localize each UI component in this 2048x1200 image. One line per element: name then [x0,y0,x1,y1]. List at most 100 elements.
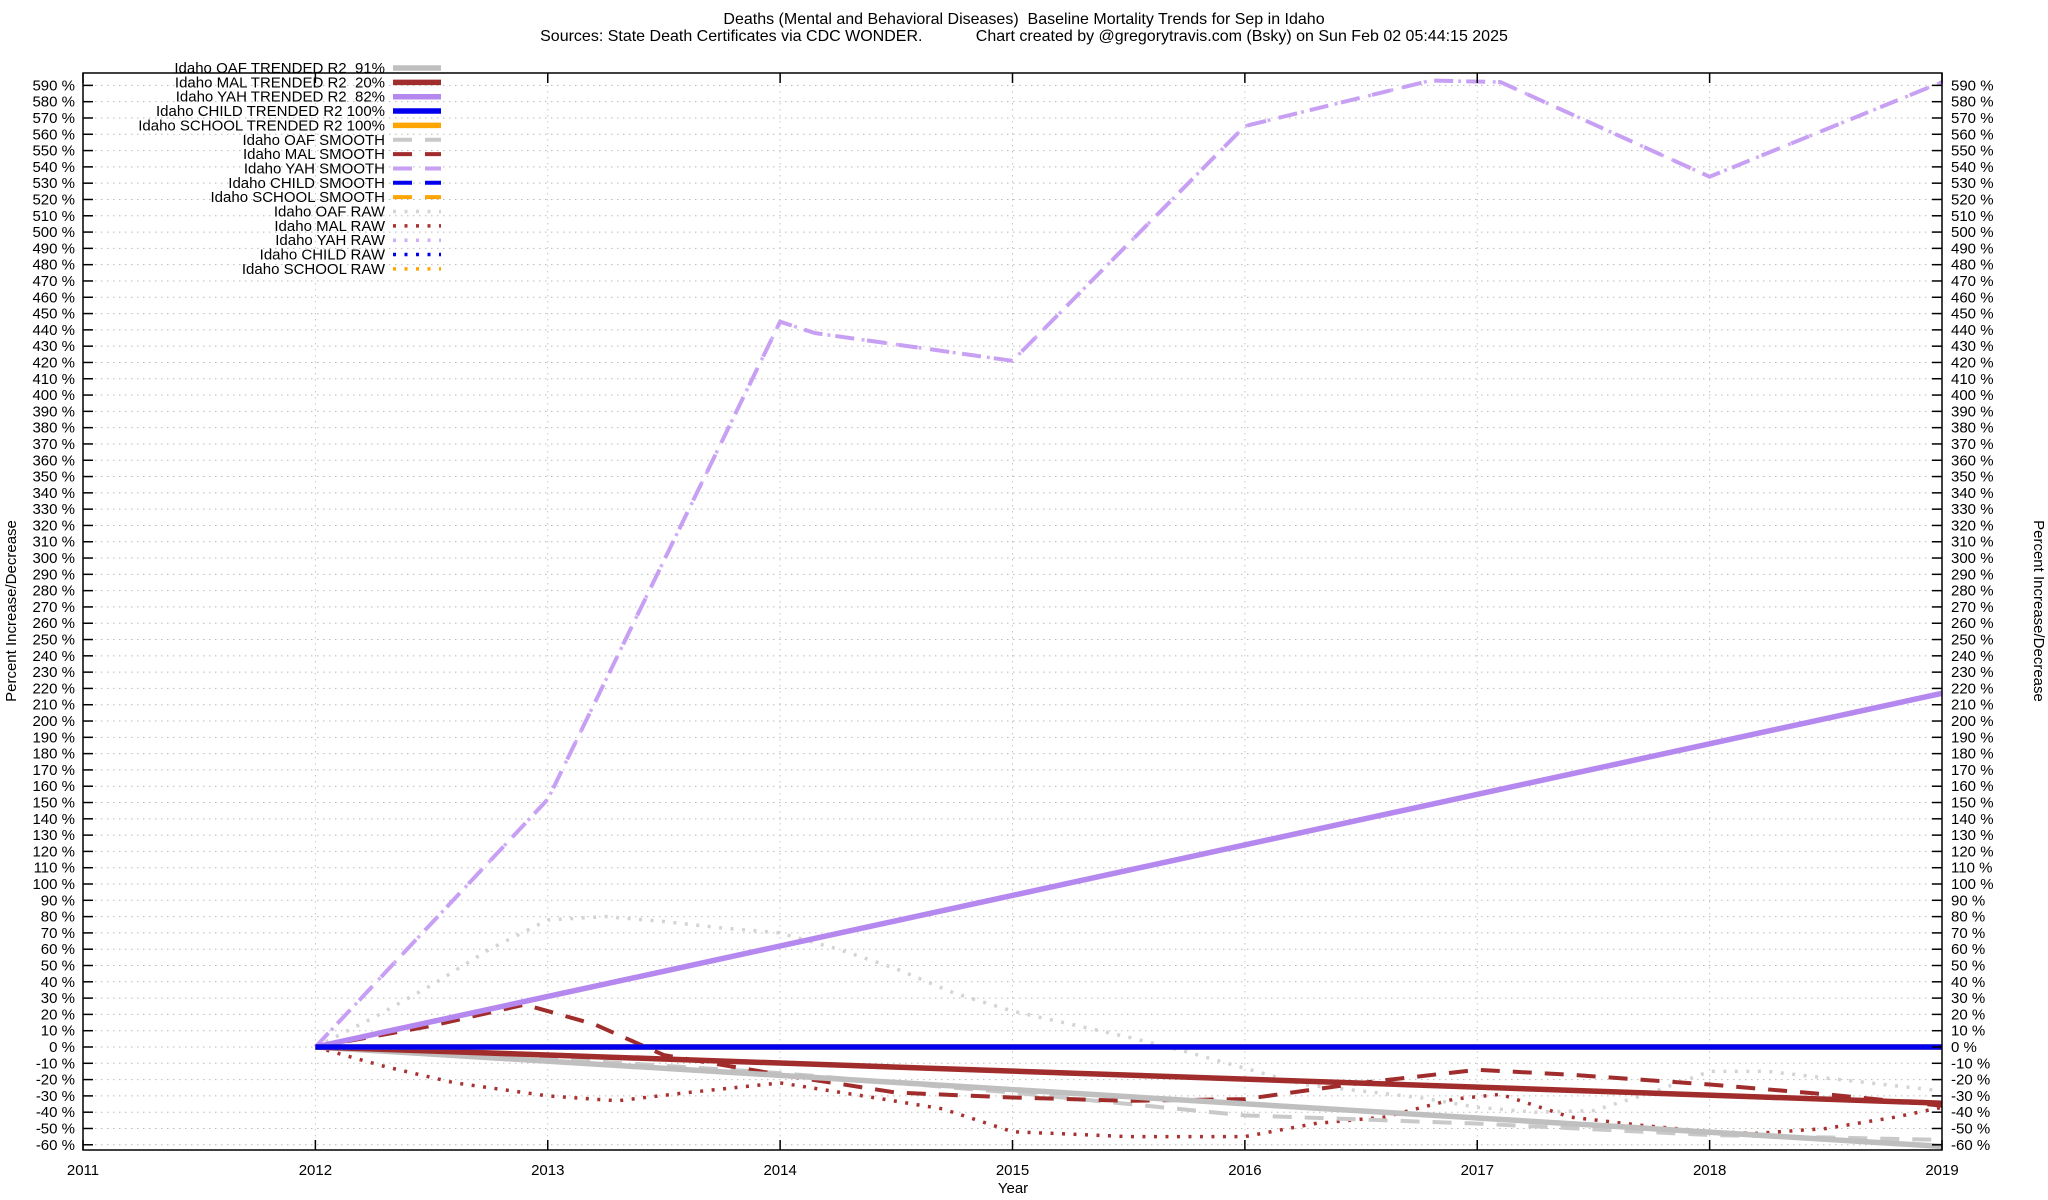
y-tick-label-right: 340 % [1951,485,1994,502]
y-tick-label-left: 400 % [32,387,75,404]
y-tick-label-right: 260 % [1951,615,1994,632]
y-tick-label-right: 250 % [1951,632,1994,649]
y-tick-label-left: 550 % [32,143,75,160]
x-tick-label: 2011 [67,1162,99,1179]
y-tick-label-left: 500 % [32,224,75,241]
series-lines [313,78,1943,1150]
y-tick-label-left: 540 % [32,159,75,176]
y-tick-label-right: -40 % [1951,1104,1990,1121]
legend-item-idaho-child-trended-r2-100: Idaho CHILD TRENDED R2 100% [156,103,441,120]
legend-label: Idaho CHILD TRENDED R2 100% [156,103,385,120]
x-tick-label: 2012 [299,1162,332,1179]
y-tick-label-left: 0 % [49,1039,75,1056]
series-idaho-mal-smooth [315,1002,1943,1108]
y-tick-label-right: -20 % [1951,1072,1990,1089]
y-tick-label-right: 270 % [1951,599,1994,616]
y-tick-label-right: 210 % [1951,697,1994,714]
y-tick-label-right: 470 % [1951,273,1994,290]
y-tick-label-left: 90 % [41,892,75,909]
y-tick-label-left: 320 % [32,517,75,534]
y-tick-label-left: 30 % [41,990,75,1007]
legend-item-idaho-oaf-trended-r2-91: Idaho OAF TRENDED R2 91% [174,60,441,77]
legend-item-idaho-oaf-smooth: Idaho OAF SMOOTH [242,132,441,149]
y-tick-label-right: 550 % [1951,143,1994,160]
y-tick-label-right: 390 % [1951,403,1994,420]
y-tick-label-right: 150 % [1951,795,1994,812]
series-idaho-yah-trended-r2-82 [314,690,1943,1050]
y-tick-label-left: -20 % [36,1072,75,1089]
y-tick-label-left: -50 % [36,1120,75,1137]
x-tick-label: 2017 [1461,1162,1494,1179]
legend-label: Idaho MAL TRENDED R2 20% [175,74,385,91]
y-tick-label-right: 430 % [1951,338,1994,355]
y-tick-label-right: 510 % [1951,208,1994,225]
y-tick-label-right: 170 % [1951,762,1994,779]
y-tick-label-left: 580 % [32,94,75,111]
y-tick-label-right: 490 % [1951,240,1994,257]
y-tick-label-left: 530 % [32,175,75,192]
y-tick-label-left: 480 % [32,257,75,274]
legend-label: Idaho OAF RAW [274,204,386,221]
x-tick-label: 2016 [1228,1162,1261,1179]
y-tick-label-right: 40 % [1951,974,1985,991]
y-tick-label-right: 200 % [1951,713,1994,730]
y-tick-label-right: 290 % [1951,566,1994,583]
y-tick-label-left: 350 % [32,469,75,486]
y-tick-label-right: 460 % [1951,289,1994,306]
axis-tick-labels: -60 % -60 %-50 % -50 %-40 % -40 %-30 % -30 %… [32,77,1993,1179]
y-tick-label-right: 120 % [1951,843,1994,860]
legend-label: Idaho OAF SMOOTH [242,132,385,149]
y-tick-label-left: 310 % [32,534,75,551]
y-tick-label-right: 590 % [1951,77,1994,94]
chart-title: Deaths (Mental and Behavioral Diseases) … [723,11,1324,28]
y-tick-label-right: 140 % [1951,811,1994,828]
y-tick-label-right: 60 % [1951,941,1985,958]
y-tick-label-left: 70 % [41,925,75,942]
y-tick-label-right: 370 % [1951,436,1994,453]
y-tick-label-left: 340 % [32,485,75,502]
y-tick-label-right: 580 % [1951,94,1994,111]
y-tick-label-left: 180 % [32,746,75,763]
y-tick-label-left: 200 % [32,713,75,730]
legend-label: Idaho YAH RAW [275,232,386,249]
y-tick-label-right: 320 % [1951,517,1994,534]
y-tick-label-left: 440 % [32,322,75,339]
y-tick-label-left: 590 % [32,77,75,94]
y-tick-label-left: 390 % [32,403,75,420]
legend-item-idaho-school-trended-r2-100: Idaho SCHOOL TRENDED R2 100% [138,117,441,134]
y-tick-label-right: 400 % [1951,387,1994,404]
y-tick-label-right: 380 % [1951,420,1994,437]
y-tick-label-right: 570 % [1951,110,1994,127]
legend-item-idaho-mal-trended-r2-20: Idaho MAL TRENDED R2 20% [175,74,441,91]
y-tick-label-left: 450 % [32,306,75,323]
legend-item-idaho-child-smooth: Idaho CHILD SMOOTH [228,175,441,192]
x-axis-label: Year [998,1180,1028,1197]
y-tick-label-right: 0 % [1951,1039,1977,1056]
legend-label: Idaho MAL RAW [274,218,385,235]
y-tick-label-left: 230 % [32,664,75,681]
y-tick-label-left: 410 % [32,371,75,388]
y-tick-label-left: 240 % [32,648,75,665]
x-tick-label: 2018 [1693,1162,1726,1179]
y-tick-label-right: 230 % [1951,664,1994,681]
y-tick-label-left: 160 % [32,778,75,795]
y-tick-label-left: 330 % [32,501,75,518]
y-tick-label-right: 160 % [1951,778,1994,795]
legend-item-idaho-school-raw: Idaho SCHOOL RAW [242,261,441,278]
series-idaho-yah-smooth [313,78,1943,1049]
y-tick-label-right: 130 % [1951,827,1994,844]
y-tick-label-right: 240 % [1951,648,1994,665]
y-tick-label-right: 530 % [1951,175,1994,192]
chart-subtitle: Sources: State Death Certificates via CD… [540,28,1508,45]
legend-item-idaho-yah-trended-r2-82: Idaho YAH TRENDED R2 82% [176,89,441,106]
y-tick-label-right: -10 % [1951,1055,1990,1072]
y-tick-label-left: 150 % [32,795,75,812]
y-tick-label-right: 80 % [1951,909,1985,926]
y-tick-label-right: 480 % [1951,257,1994,274]
y-axis-label-left: Percent Increase/Decrease [3,520,20,702]
y-tick-label-left: 460 % [32,289,75,306]
y-tick-label-right: 560 % [1951,126,1994,143]
y-tick-label-right: 520 % [1951,191,1994,208]
y-tick-label-left: 140 % [32,811,75,828]
